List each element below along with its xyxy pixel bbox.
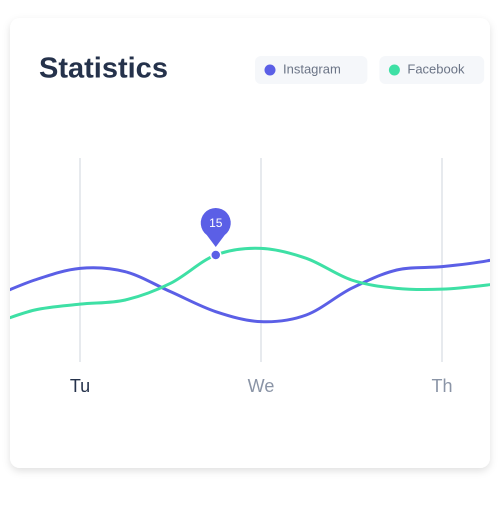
x-tick-label: Tu <box>70 376 90 396</box>
callout-pin <box>200 208 231 247</box>
x-tick-label: Th <box>431 376 452 396</box>
legend-item <box>379 56 485 84</box>
x-tick-label: We <box>248 376 275 396</box>
legend-label: Instagram <box>283 61 341 76</box>
series-line <box>10 248 490 324</box>
legend-swatch <box>264 64 276 76</box>
callout-label: 15 <box>209 216 223 230</box>
chart-title: Statistics <box>39 53 168 85</box>
legend-item <box>255 56 368 84</box>
callout-point <box>210 249 222 261</box>
series-line <box>10 246 490 327</box>
legend-swatch <box>388 64 400 76</box>
legend-label: Facebook <box>407 61 465 76</box>
card <box>10 18 490 468</box>
